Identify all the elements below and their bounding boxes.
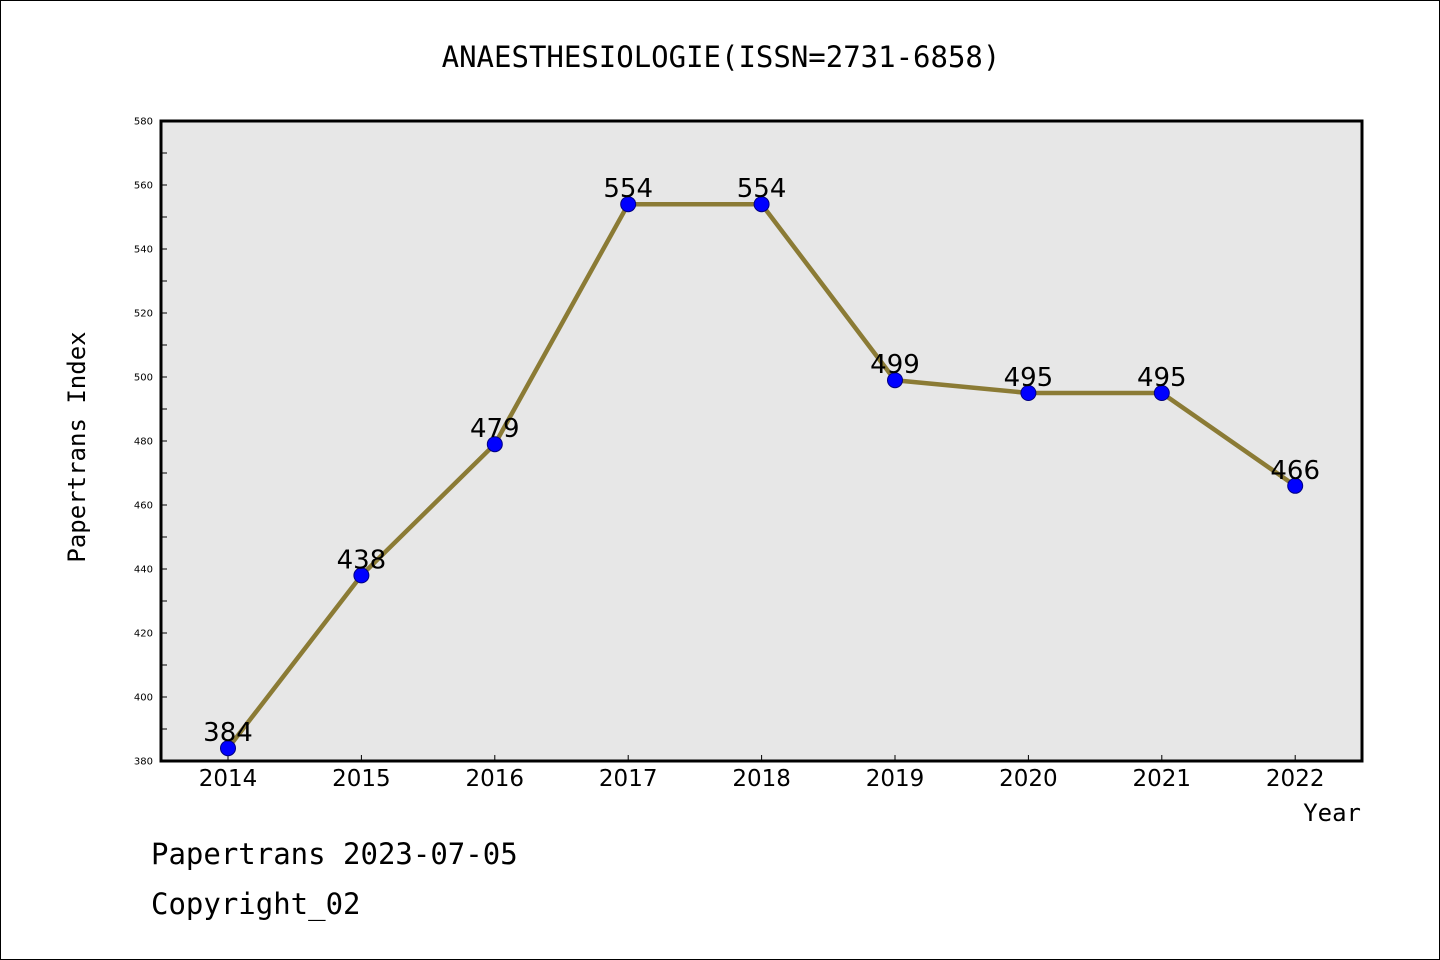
data-label: 495 xyxy=(1004,363,1054,393)
data-labels: 384 438 479 554 554 499 495 495 466 xyxy=(203,174,1320,748)
data-point xyxy=(486,436,503,453)
data-point xyxy=(220,740,236,757)
y-tick-label: 560 xyxy=(134,181,153,192)
y-tick-label: 460 xyxy=(134,501,153,512)
y-tick-label: 480 xyxy=(134,437,153,448)
footer-copyright: Copyright_02 xyxy=(151,887,361,921)
x-tick-label: 2016 xyxy=(466,766,525,792)
data-point xyxy=(620,196,637,213)
series-layer xyxy=(220,196,1304,757)
x-axis-label: Year xyxy=(1303,799,1361,827)
x-tick-label: 2017 xyxy=(599,766,658,792)
x-axis: 2014 2015 2016 2017 2018 2019 2020 2021 2022 xyxy=(199,755,1325,792)
x-tick-label: 2019 xyxy=(866,766,925,792)
data-label: 495 xyxy=(1137,363,1187,393)
data-point xyxy=(353,567,370,584)
data-label: 499 xyxy=(870,350,920,380)
y-axis: 380 400 420 440 460 480 500 520 540 560 580 xyxy=(134,117,167,768)
y-tick-label: 440 xyxy=(134,565,153,576)
data-point xyxy=(1020,385,1037,401)
y-tick-label: 400 xyxy=(134,693,153,704)
x-tick-label: 2014 xyxy=(199,766,258,792)
y-tick-label: 520 xyxy=(134,309,153,320)
data-label: 479 xyxy=(470,414,520,444)
chart-title: ANAESTHESIOLOGIE(ISSN=2731-6858) xyxy=(442,40,1001,74)
x-tick-label: 2022 xyxy=(1266,766,1325,792)
y-tick-label: 380 xyxy=(134,757,153,768)
data-point xyxy=(1153,385,1170,401)
plot-area xyxy=(159,119,1364,763)
y-tick-label: 420 xyxy=(134,629,153,640)
data-label: 384 xyxy=(203,718,253,748)
y-tick-label: 540 xyxy=(134,245,153,256)
y-axis-label: Papertrans Index xyxy=(63,331,91,562)
data-point xyxy=(887,372,903,389)
data-label: 466 xyxy=(1270,456,1320,486)
x-tick-label: 2015 xyxy=(332,766,391,792)
data-label: 438 xyxy=(337,545,387,575)
y-tick-label: 580 xyxy=(134,117,153,128)
data-point xyxy=(1287,477,1304,494)
x-tick-label: 2020 xyxy=(999,766,1058,792)
y-tick-label: 500 xyxy=(134,373,153,384)
x-tick-label: 2021 xyxy=(1133,766,1192,792)
data-label: 554 xyxy=(737,174,787,204)
x-tick-label: 2018 xyxy=(732,766,791,792)
data-point xyxy=(753,196,770,213)
footer-date: Papertrans 2023-07-05 xyxy=(151,837,518,871)
data-label: 554 xyxy=(603,174,653,204)
